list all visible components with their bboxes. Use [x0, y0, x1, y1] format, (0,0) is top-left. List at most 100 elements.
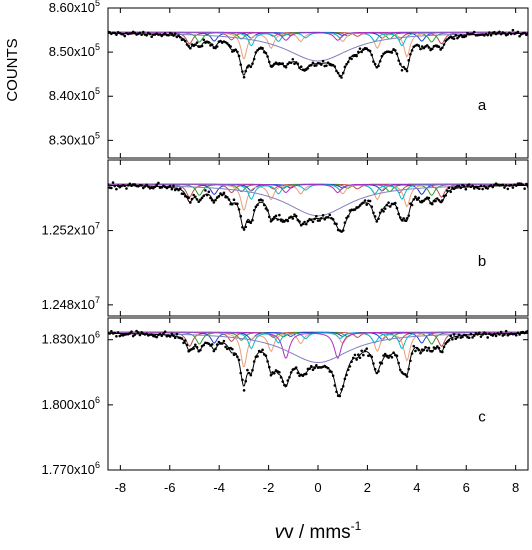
- data-point: [402, 217, 405, 220]
- x-tick-label: -4: [213, 480, 225, 495]
- data-point: [461, 335, 464, 339]
- data-point: [373, 215, 377, 218]
- data-point: [152, 186, 155, 190]
- data-point: [126, 184, 130, 187]
- data-point: [383, 207, 387, 210]
- data-point: [170, 187, 174, 191]
- data-point: [427, 46, 431, 49]
- data-point: [242, 389, 246, 392]
- data-point: [380, 54, 384, 58]
- data-point: [456, 335, 459, 339]
- data-point: [503, 186, 506, 189]
- component-line: [108, 31, 528, 41]
- data-point: [506, 187, 510, 191]
- data-point: [296, 218, 300, 222]
- data-point: [446, 340, 449, 344]
- data-point: [514, 184, 518, 187]
- data-point: [395, 354, 399, 358]
- data-point: [472, 187, 476, 190]
- data-point: [340, 388, 343, 391]
- data-point: [336, 71, 340, 75]
- data-point: [123, 34, 127, 38]
- data-point: [204, 189, 207, 192]
- data-point: [241, 70, 244, 73]
- data-point: [351, 356, 355, 360]
- data-point: [220, 193, 224, 197]
- x-tick-label: 4: [413, 480, 420, 495]
- data-point: [457, 333, 461, 337]
- data-point: [121, 33, 125, 36]
- data-point: [390, 51, 394, 54]
- data-point: [439, 48, 442, 51]
- data-point: [227, 43, 231, 47]
- data-point: [353, 353, 357, 357]
- data-point: [130, 330, 133, 333]
- data-point: [518, 34, 521, 38]
- data-point: [236, 50, 239, 54]
- data-point: [168, 184, 172, 188]
- data-point: [395, 52, 399, 56]
- component-line: [108, 183, 528, 194]
- data-point: [525, 182, 528, 186]
- data-point: [283, 220, 286, 223]
- data-point: [410, 352, 414, 355]
- data-point: [269, 373, 273, 377]
- data-point: [383, 352, 387, 356]
- data-point: [472, 334, 476, 337]
- data-point: [464, 34, 468, 38]
- data-point: [128, 332, 132, 335]
- data-point: [437, 346, 441, 350]
- data-point: [343, 65, 347, 69]
- data-point: [261, 348, 264, 352]
- data-point: [182, 341, 185, 345]
- data-point: [214, 46, 217, 50]
- data-point: [335, 390, 338, 394]
- data-point: [365, 47, 369, 50]
- data-point: [377, 370, 380, 373]
- data-point: [328, 213, 332, 217]
- data-point: [456, 36, 459, 40]
- data-point: [380, 362, 384, 365]
- data-point: [185, 43, 189, 46]
- data-point: [491, 185, 495, 189]
- data-point: [241, 225, 244, 229]
- data-point: [231, 202, 234, 206]
- data-point: [382, 354, 385, 357]
- data-point: [430, 202, 434, 206]
- data-point: [321, 59, 325, 63]
- data-point: [414, 195, 417, 199]
- data-point: [441, 199, 444, 202]
- data-point: [306, 66, 310, 70]
- data-point: [227, 198, 231, 201]
- data-point: [289, 61, 293, 65]
- data-point: [409, 52, 412, 56]
- data-point: [202, 38, 206, 41]
- data-point: [486, 33, 489, 37]
- data-point: [378, 60, 382, 63]
- data-point: [422, 46, 426, 50]
- data-point: [407, 214, 411, 217]
- data-point: [315, 363, 318, 367]
- data-point: [447, 186, 451, 190]
- data-point: [259, 350, 263, 354]
- data-point: [306, 219, 310, 223]
- plot-area: [108, 181, 528, 233]
- data-point: [393, 201, 397, 205]
- data-point: [205, 193, 209, 197]
- data-point: [281, 62, 285, 65]
- data-point: [499, 32, 503, 36]
- component-line: [108, 331, 528, 360]
- data-point: [399, 216, 402, 219]
- data-point: [444, 342, 447, 345]
- data-point: [289, 371, 293, 374]
- data-point: [509, 183, 513, 187]
- data-point: [457, 184, 461, 188]
- data-point: [241, 378, 244, 382]
- fit-line: [108, 32, 528, 77]
- data-point: [116, 331, 120, 334]
- data-point: [199, 198, 202, 202]
- data-point: [373, 62, 377, 66]
- data-point: [365, 203, 369, 206]
- data-point: [321, 214, 325, 217]
- data-point: [437, 45, 441, 49]
